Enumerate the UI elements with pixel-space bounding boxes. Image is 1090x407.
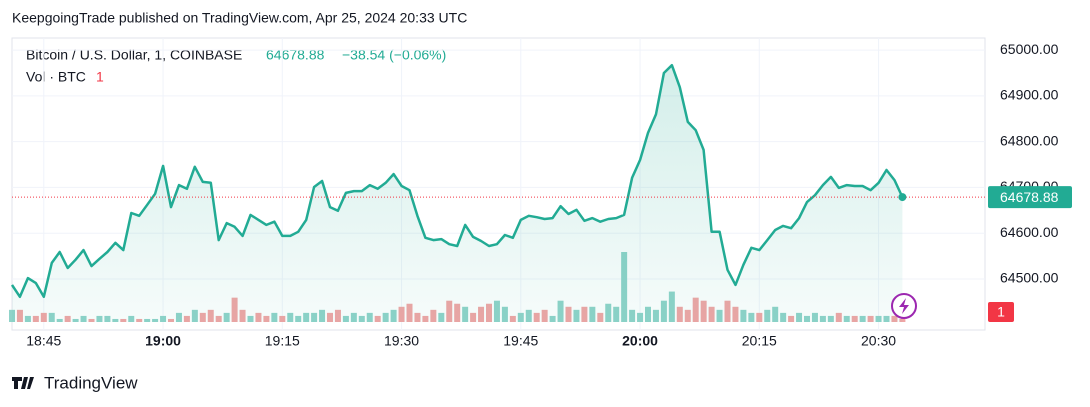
x-tick-label: 18:45 bbox=[26, 333, 61, 349]
x-tick-label: 20:00 bbox=[622, 333, 658, 349]
volume-label: Vol · BTC bbox=[26, 69, 86, 85]
legend-price: 64678.88 bbox=[266, 47, 325, 63]
publisher: KeepgoingTrade published on TradingView.… bbox=[12, 10, 467, 26]
y-tick-label: 64600.00 bbox=[1000, 224, 1059, 240]
brand: TradingView bbox=[44, 373, 138, 392]
y-tick-label: 65000.00 bbox=[1000, 41, 1059, 57]
y-tick-label: 64800.00 bbox=[1000, 132, 1059, 148]
price-tag bbox=[988, 186, 1072, 209]
y-tick-label: 64900.00 bbox=[1000, 87, 1059, 103]
price-tag-label: 64678.88 bbox=[1000, 189, 1059, 205]
legend-change: −38.54 (−0.06%) bbox=[342, 47, 446, 63]
x-tick-label: 19:45 bbox=[503, 333, 538, 349]
symbol: Bitcoin / U.S. Dollar, 1, COINBASE bbox=[26, 47, 242, 63]
x-tick-label: 19:30 bbox=[384, 333, 419, 349]
area bbox=[12, 65, 903, 322]
legend-volume: 1 bbox=[96, 69, 104, 85]
x-tick-label: 20:30 bbox=[861, 333, 896, 349]
volume-tag-label: 1 bbox=[997, 304, 1005, 320]
x-tick-label: 20:15 bbox=[742, 333, 777, 349]
y-tick-label: 64500.00 bbox=[1000, 270, 1059, 286]
volume-tag bbox=[988, 302, 1014, 322]
x-tick-label: 19:00 bbox=[145, 333, 181, 349]
last-point bbox=[898, 193, 907, 202]
brand-logo bbox=[12, 377, 34, 389]
lightning-icon bbox=[891, 293, 917, 319]
price-line bbox=[10, 63, 904, 299]
x-tick-label: 19:15 bbox=[265, 333, 300, 349]
